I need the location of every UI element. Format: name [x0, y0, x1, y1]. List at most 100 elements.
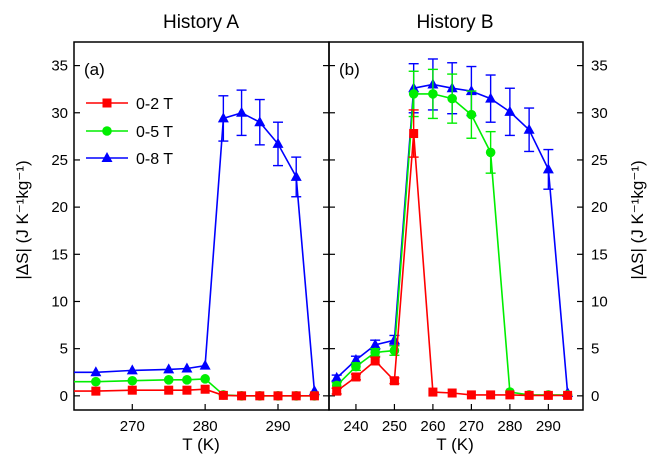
panel-a-series-0-2t-point — [127, 385, 137, 395]
panel-a-x-tick-label: 280 — [193, 418, 218, 435]
legend-swatch-0-2t-marker — [102, 98, 112, 108]
panel-a-series-0-2t-point — [182, 385, 192, 395]
y-tick-label-left: 35 — [51, 58, 68, 75]
panel-b-series-0-5t-point — [370, 347, 380, 358]
panel-a-series-0-2t-point — [200, 384, 210, 394]
panel-b-series-0-2t-point — [428, 387, 438, 397]
panel-b-frame — [328, 41, 584, 411]
y-tick-label-left: 25 — [51, 152, 68, 169]
panel-b-series-0-5t-point — [447, 93, 457, 104]
panel-b-series-0-5t-point — [428, 89, 438, 99]
panel-b-series-0-2t-point — [524, 390, 534, 400]
panel-a-series-0-8t-point — [254, 116, 266, 127]
panel-b-series-0-8t-point — [542, 163, 554, 174]
legend-swatch-0-8t-marker — [101, 152, 113, 162]
panel-a-series-0-8t-point — [199, 359, 211, 370]
panel-a-series-0-8t-point — [126, 364, 138, 375]
panel-b-plot-area: 240 250 260 270 280 290 0 5 10 15 20 25 30 35 — [328, 41, 608, 435]
panel-a-series-0-5t-point — [91, 376, 101, 387]
panel-b-series-0-2t-point — [543, 390, 553, 400]
legend-label-0-2t: 0-2 T — [136, 96, 173, 113]
panel-a-series-0-8t-point — [272, 137, 284, 148]
legend: 0-2 T 0-5 T 0-8 T — [86, 96, 173, 168]
panel-b-title: History B — [416, 12, 493, 33]
panel-b-series-0-2t-point — [409, 129, 419, 139]
panel-b-x-tick-label: 280 — [497, 418, 522, 435]
panel-b-series-0-2t-point — [447, 388, 457, 398]
legend-label-0-8t: 0-8 T — [136, 151, 173, 168]
panel-b-series-0-2t-point — [370, 356, 380, 366]
y-tick-label-right: 5 — [591, 341, 599, 358]
y-tick-label-right: 15 — [591, 246, 608, 263]
panel-b-series-0-8t-point — [369, 338, 381, 349]
y-tick-label-right: 20 — [591, 199, 608, 216]
y-tick-label-left: 5 — [60, 341, 68, 358]
panel-b-x-tick-label: 250 — [382, 418, 407, 435]
panel-a-series-0-5t-point — [127, 375, 138, 386]
y-tick-label-right: 30 — [591, 105, 608, 122]
panel-a-plot-area: 270 280 290 0 5 10 15 20 25 30 35 — [51, 41, 330, 435]
panel-a-x-axis-label: T (K) — [182, 435, 219, 454]
panel-a-series-0-8t-point — [236, 106, 248, 117]
panel-a-series-0-2t-point — [273, 391, 283, 401]
panel-b-x-tick-label: 260 — [420, 418, 445, 435]
y-tick-label-left: 15 — [51, 246, 68, 263]
panel-a-series-0-2t-point — [91, 386, 101, 396]
legend-swatch-0-5t-marker — [102, 126, 112, 136]
y-tick-label-left: 20 — [51, 199, 68, 216]
panel-a-series-0-8t-point — [181, 362, 193, 373]
panel-a-frame — [73, 41, 330, 411]
panel-b-series-0-8t-point — [485, 92, 497, 103]
panel-a-series-0-2t-point — [218, 390, 228, 400]
panel-b-series-0-5t-point — [485, 147, 496, 158]
panel-a-series-0-2t-point — [164, 385, 174, 395]
panel-b-x-tick-label: 290 — [536, 418, 561, 435]
panel-b-series-0-2t-point — [466, 390, 476, 400]
y-axis-label-left: |ΔS| (J K⁻¹kg⁻¹) — [13, 160, 32, 279]
panel-a-series-0-8t-line — [74, 111, 316, 392]
panel-b-series-0-2t-point — [389, 376, 399, 386]
panel-a-series-0-8t-point — [163, 363, 175, 374]
y-tick-label-left: 10 — [51, 293, 68, 310]
panel-b-x-axis-label: T (K) — [436, 435, 473, 454]
panel-b-series-0-5t-point — [351, 361, 361, 372]
panel-a-x-tick-label: 270 — [120, 418, 145, 435]
panel-b-series-0-8t-point — [465, 85, 477, 96]
panel-a-series-0-2t-point — [309, 391, 319, 401]
panel-a-series-0-5t-point — [200, 374, 210, 384]
panel-b-series-0-8t-point — [331, 371, 343, 382]
panel-a-x-tick-label: 290 — [265, 418, 290, 435]
panel-a-series-0-5t-point — [182, 375, 192, 385]
panel-b-series-0-2t-point — [332, 386, 342, 396]
panel-b-series-0-2t-point — [486, 390, 496, 400]
y-tick-label-right: 25 — [591, 152, 608, 169]
panel-b-series-0-5t-point — [408, 89, 419, 99]
panel-a-series-0-2t-point — [237, 391, 247, 401]
panel-b-series-0-5t-point — [466, 109, 477, 120]
panel-b-label: (b) — [339, 60, 360, 79]
panel-a-series-0-2t-point — [255, 391, 265, 401]
panel-b-series-0-2t-point — [351, 372, 361, 382]
panel-b-x-tick-label: 270 — [459, 418, 484, 435]
panel-b-x-tick-label: 240 — [343, 418, 368, 435]
panel-history-b: History B (b) |ΔS| (J K⁻¹kg⁻¹) T (K) 240… — [328, 12, 647, 454]
panel-a-series-0-5t-point — [163, 375, 174, 385]
legend-label-0-5t: 0-5 T — [136, 124, 173, 141]
y-tick-label-left: 0 — [60, 388, 68, 405]
y-tick-label-right: 0 — [591, 388, 599, 405]
panel-b-series-0-2t-point — [505, 390, 515, 400]
panel-a-series-0-8t-point — [290, 170, 302, 181]
panel-a-label: (a) — [84, 60, 105, 79]
y-axis-label-right: |ΔS| (J K⁻¹kg⁻¹) — [628, 160, 647, 279]
panel-b-series-0-8t-point — [350, 353, 362, 364]
panel-b-series-0-8t-point — [523, 123, 535, 134]
y-tick-label-right: 35 — [591, 58, 608, 75]
panel-history-a: History A (a) |ΔS| (J K⁻¹kg⁻¹) T (K) 270… — [13, 12, 330, 454]
y-tick-label-right: 10 — [591, 293, 608, 310]
panel-a-series-0-2t-point — [291, 391, 301, 401]
panel-a-series-0-8t-point — [90, 366, 102, 377]
panel-b-series-0-2t-point — [563, 390, 573, 400]
panel-a-title: History A — [163, 12, 239, 33]
y-tick-label-left: 30 — [51, 105, 68, 122]
